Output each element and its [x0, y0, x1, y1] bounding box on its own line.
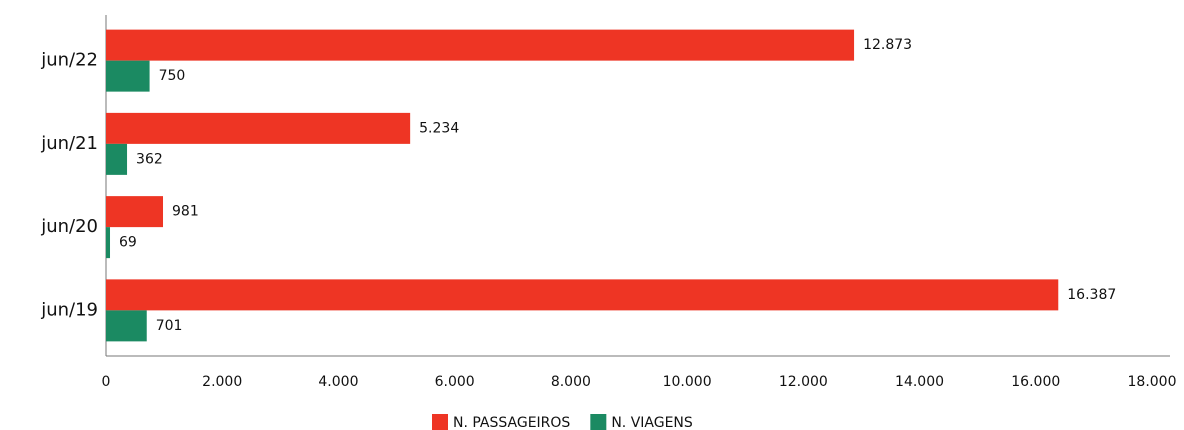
x-tick-label: 10.000: [663, 374, 712, 390]
data-label: 12.873: [863, 37, 912, 53]
data-label: 981: [172, 204, 199, 220]
data-label: 16.387: [1067, 287, 1116, 303]
data-label: 362: [136, 151, 163, 167]
data-label: 5.234: [419, 120, 459, 136]
data-label: 69: [119, 235, 137, 251]
bar: [106, 143, 128, 175]
bar: [106, 196, 164, 228]
bar: [106, 60, 150, 92]
x-tick-label: 18.000: [1128, 374, 1177, 390]
x-tick-label: 6.000: [435, 374, 475, 390]
legend-label: N. PASSAGEIROS: [453, 415, 570, 430]
x-tick-label: 8.000: [551, 374, 591, 390]
bar: [106, 112, 411, 144]
bar: [106, 310, 147, 342]
legend-swatch: [432, 414, 448, 430]
x-tick-label: 16.000: [1011, 374, 1060, 390]
bar: [106, 29, 855, 61]
bar: [106, 279, 1059, 311]
y-tick-label: jun/21: [40, 133, 98, 154]
data-label: 750: [159, 68, 186, 84]
x-tick-label: 14.000: [895, 374, 944, 390]
legend-swatch: [590, 414, 607, 430]
y-tick-label: jun/19: [40, 299, 98, 320]
x-tick-label: 4.000: [318, 374, 358, 390]
x-tick-label: 2.000: [202, 374, 242, 390]
x-tick-label: 12.000: [779, 374, 828, 390]
bar: [106, 227, 111, 259]
y-tick-label: jun/20: [40, 216, 98, 237]
legend-label: N. VIAGENS: [611, 415, 693, 430]
y-tick-label: jun/22: [40, 50, 98, 71]
data-label: 701: [156, 318, 183, 334]
x-tick-label: 0: [102, 374, 111, 390]
